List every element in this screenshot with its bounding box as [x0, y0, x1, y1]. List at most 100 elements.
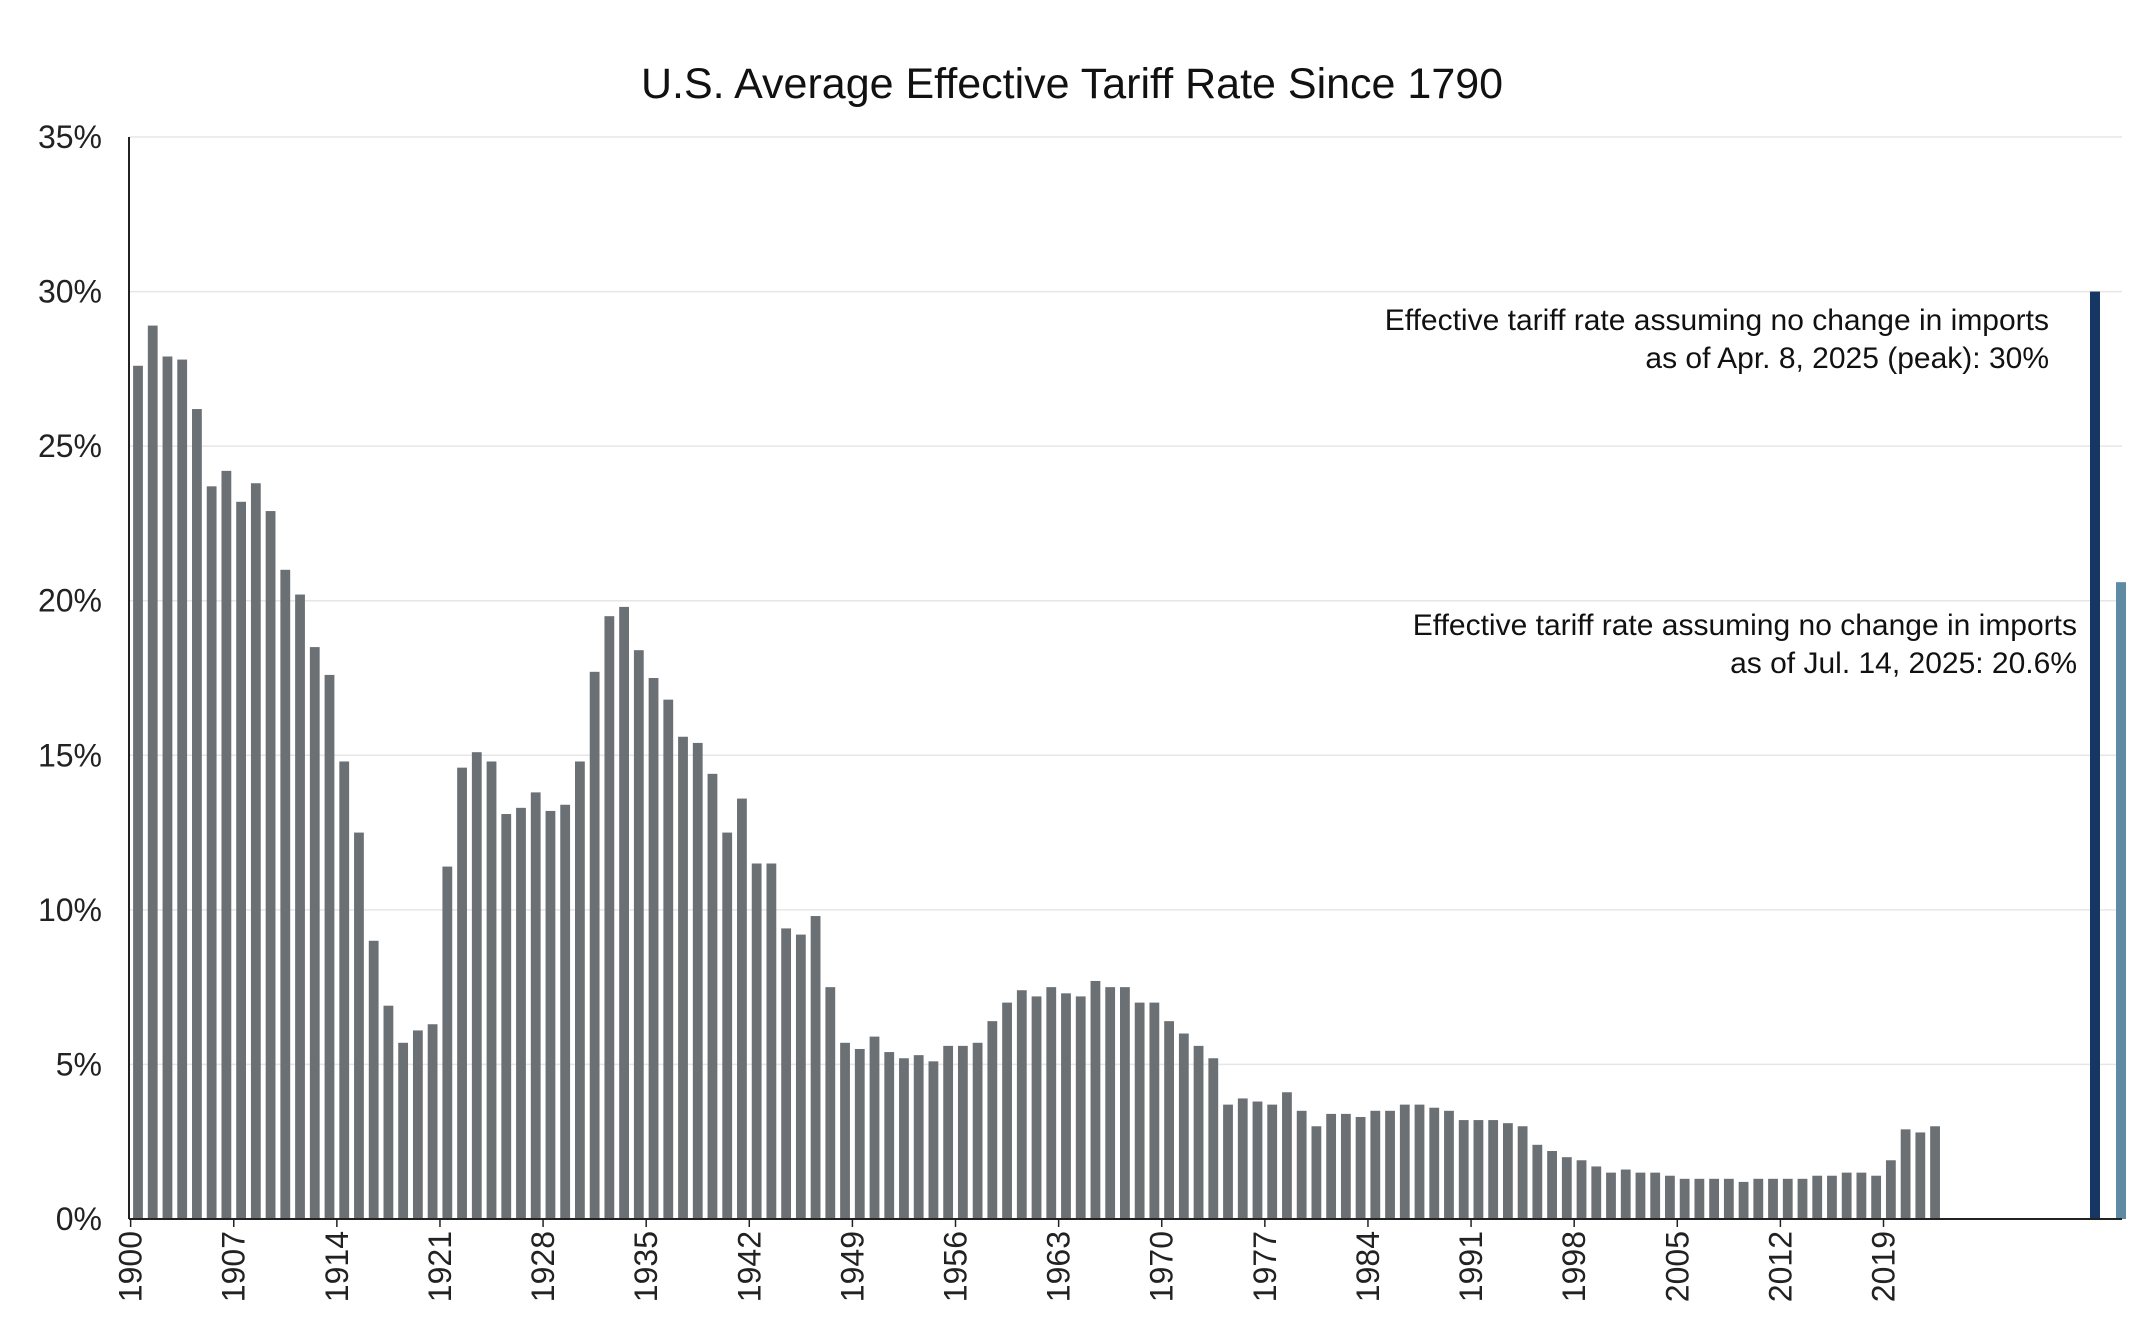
bar-1957	[972, 1042, 983, 1219]
bar-1903	[177, 359, 188, 1220]
bar-1952	[899, 1058, 909, 1219]
x-axis-ticks: 1900 1907 1914 1921 1928 1935 1942 1949 1956 1963…	[113, 1219, 1902, 1302]
chart-title: U.S. Average Effective Tariff Rate Since…	[641, 60, 1503, 108]
highlight-bar-1	[2116, 582, 2126, 1219]
bar-1983	[1355, 1116, 1366, 1219]
x-tick-label: 2012	[1762, 1231, 1798, 1302]
bar-1900	[133, 365, 143, 1219]
bar-1924	[486, 761, 497, 1219]
bar-1943	[766, 863, 777, 1219]
bar-2006	[1694, 1178, 1705, 1219]
bar-1946	[810, 916, 821, 1219]
bar-1980	[1311, 1126, 1322, 1219]
bar-1986	[1399, 1104, 1410, 1219]
bar-2003	[1650, 1172, 1661, 1219]
bar-1999	[1591, 1166, 1602, 1219]
bar-1918	[398, 1042, 409, 1219]
bar-1948	[840, 1042, 850, 1219]
bar-2001	[1620, 1169, 1631, 1219]
x-tick-label: 1914	[319, 1231, 355, 1302]
bar-1995	[1532, 1144, 1543, 1219]
x-tick-label: 1970	[1144, 1231, 1180, 1302]
bar-1959	[1002, 1002, 1012, 1219]
bar-1956	[957, 1045, 968, 1219]
x-tick-label: 1907	[216, 1231, 252, 1302]
bar-2011	[1768, 1178, 1778, 1219]
annotation-current-line1: Effective tariff rate assuming no change…	[1413, 609, 2077, 642]
bar-1916	[368, 940, 379, 1219]
bar-1968	[1134, 1002, 1145, 1219]
x-tick-label: 2019	[1866, 1231, 1902, 1302]
bar-2020	[1900, 1129, 1911, 1219]
annotation-peak-line1: Effective tariff rate assuming no change…	[1385, 304, 2049, 337]
bar-1989	[1444, 1110, 1454, 1219]
bar-1921	[442, 866, 453, 1219]
bar-1912	[309, 647, 320, 1219]
bar-1931	[589, 671, 600, 1219]
bar-1927	[530, 792, 541, 1219]
bar-1922	[457, 767, 467, 1219]
x-tick-label: 1928	[525, 1231, 561, 1302]
bar-2017	[1856, 1172, 1867, 1219]
y-tick-label: 20%	[38, 583, 102, 619]
bar-1974	[1223, 1104, 1233, 1219]
gridlines	[129, 136, 2122, 1066]
bar-2012	[1782, 1178, 1793, 1219]
bar-1941	[737, 798, 747, 1219]
bar-1926	[516, 807, 526, 1219]
bar-1984	[1370, 1110, 1381, 1219]
bar-1909	[265, 511, 276, 1219]
bar-1972	[1193, 1045, 1204, 1219]
bar-1936	[663, 699, 674, 1219]
bar-1944	[781, 928, 792, 1219]
x-tick-label: 1991	[1453, 1231, 1489, 1302]
highlight-bars	[2090, 291, 2126, 1219]
bar-1910	[280, 569, 291, 1219]
bar-2000	[1606, 1172, 1616, 1219]
bar-1960	[1016, 990, 1027, 1219]
bar-2007	[1709, 1178, 1720, 1219]
bar-1973	[1208, 1058, 1219, 1219]
bar-1969	[1149, 1002, 1160, 1219]
bar-1951	[884, 1052, 895, 1219]
x-tick-label: 1984	[1350, 1231, 1386, 1302]
bar-1988	[1429, 1107, 1440, 1219]
bar-1942	[751, 863, 762, 1219]
bar-1911	[295, 594, 305, 1219]
x-tick-label: 1963	[1041, 1231, 1077, 1302]
bar-1987	[1414, 1104, 1425, 1219]
bar-1917	[383, 1005, 394, 1219]
x-tick-label: 1942	[731, 1231, 767, 1302]
bar-1930	[575, 761, 585, 1219]
bar-1953	[913, 1055, 924, 1219]
bar-1933	[619, 606, 629, 1219]
bar-1932	[604, 616, 615, 1219]
bar-1963	[1061, 993, 1071, 1219]
bar-1934	[633, 650, 644, 1219]
bar-1914	[339, 761, 350, 1219]
bar-2008	[1723, 1178, 1734, 1219]
x-tick-label: 1998	[1556, 1231, 1592, 1302]
x-tick-label: 1949	[834, 1231, 870, 1302]
bar-2010	[1753, 1178, 1764, 1219]
bar-1947	[825, 987, 836, 1219]
bar-1949	[854, 1048, 865, 1219]
bar-1964	[1075, 996, 1086, 1219]
y-tick-label: 30%	[38, 274, 102, 310]
bar-1915	[354, 832, 364, 1219]
bar-1994	[1517, 1126, 1528, 1219]
bar-1938	[692, 742, 703, 1219]
bar-1992	[1488, 1120, 1499, 1219]
y-axis-ticks: 0% 5% 10% 15% 20% 25% 30% 35%	[38, 119, 102, 1237]
bar-1975	[1237, 1098, 1248, 1219]
y-tick-label: 25%	[38, 428, 102, 464]
bar-1993	[1502, 1123, 1513, 1219]
bar-1925	[501, 814, 512, 1219]
bar-1907	[236, 501, 247, 1219]
bar-1955	[943, 1045, 954, 1219]
bar-1982	[1340, 1113, 1351, 1219]
bar-1939	[707, 773, 718, 1219]
bar-1998	[1576, 1160, 1587, 1219]
bar-2013	[1797, 1178, 1808, 1219]
x-tick-label: 1977	[1247, 1231, 1283, 1302]
